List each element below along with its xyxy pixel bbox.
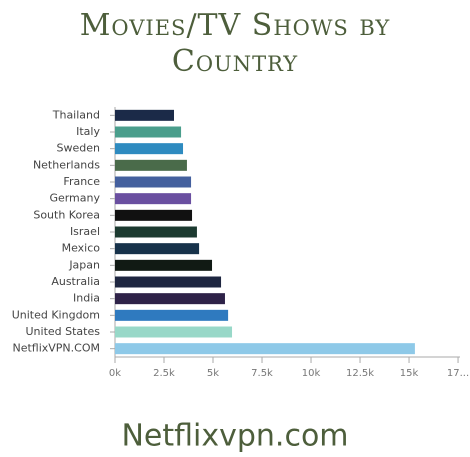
x-tick-label: 17... <box>447 368 469 379</box>
y-tick-label: United States <box>26 325 101 338</box>
y-tick-label: Mexico <box>62 242 101 255</box>
x-tick-label: 2.5k <box>153 368 175 379</box>
y-tick-label: Japan <box>68 258 100 271</box>
x-tick-label: 10k <box>302 368 321 379</box>
bar <box>115 209 193 221</box>
y-tick-label: Australia <box>51 275 100 288</box>
x-tick-label: 15k <box>400 368 419 379</box>
bar <box>115 259 213 271</box>
x-tick-label: 5k <box>207 368 219 379</box>
y-tick-label: Germany <box>49 192 100 205</box>
y-tick-label: Italy <box>76 125 100 138</box>
bar <box>115 126 182 138</box>
bar <box>115 243 200 255</box>
bar <box>115 176 192 188</box>
y-tick-label: Thailand <box>52 108 100 121</box>
y-tick-label: France <box>63 175 100 188</box>
bar <box>115 276 222 288</box>
x-tick-label: 0k <box>109 368 121 379</box>
bar <box>115 159 187 171</box>
chart-title: Movies/TV Shows by Country <box>80 8 391 79</box>
y-tick-label: India <box>73 292 100 305</box>
bar <box>115 343 415 355</box>
bar <box>115 293 225 305</box>
x-tick-label: 12.5k <box>346 368 374 379</box>
bar <box>115 326 233 338</box>
footer: Netflixvpn.com <box>121 419 348 454</box>
x-tick-label: 7.5k <box>251 368 273 379</box>
y-tick-label: Sweden <box>57 142 100 155</box>
y-tick-label: South Korea <box>33 208 100 221</box>
y-tick-label: United Kingdom <box>12 308 100 321</box>
y-tick-label: Israel <box>70 225 100 238</box>
bar <box>115 143 184 155</box>
bar <box>115 193 192 205</box>
y-tick-label: NetflixVPN.COM <box>12 342 100 355</box>
bar <box>115 226 197 238</box>
y-tick-label: Netherlands <box>33 158 100 171</box>
bar <box>115 109 175 121</box>
bar <box>115 309 229 321</box>
